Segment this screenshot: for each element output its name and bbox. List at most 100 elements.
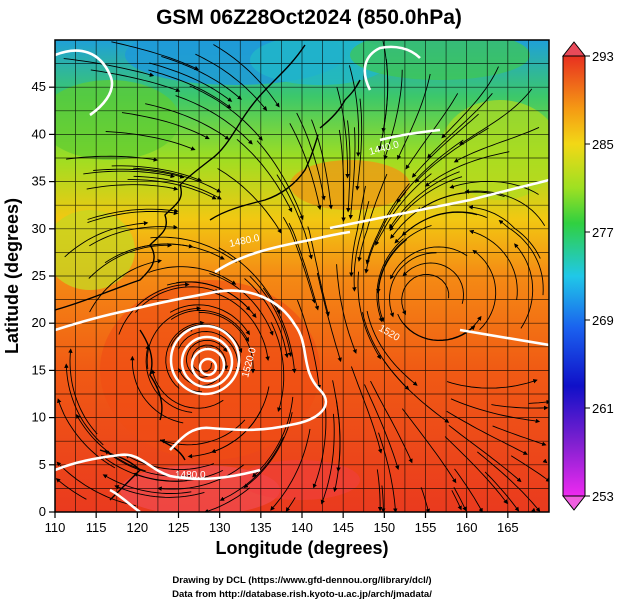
streamline [376, 225, 432, 294]
streamline [296, 299, 322, 390]
streamline [127, 179, 217, 200]
streamline [243, 412, 293, 489]
y-tick-label: 40 [32, 126, 46, 141]
streamline [444, 436, 508, 505]
streamline [86, 184, 179, 191]
streamline [420, 487, 430, 512]
colorbar-tick-label: 277 [592, 225, 614, 240]
x-tick-label: 125 [168, 520, 190, 535]
streamline [198, 312, 256, 374]
streamline [396, 139, 464, 204]
streamline [130, 355, 184, 424]
colorbar: 253 261 269 277 285 293 [561, 41, 614, 511]
streamline [498, 219, 544, 296]
streamline [104, 243, 194, 264]
streamline [282, 216, 316, 304]
x-tick-label: 165 [497, 520, 519, 535]
streamline [348, 65, 361, 157]
streamline [472, 249, 497, 331]
streamline [381, 40, 389, 133]
streamline [312, 397, 327, 489]
streamline [118, 282, 190, 335]
streamline [390, 246, 468, 280]
streamline [307, 226, 330, 317]
streamline [376, 469, 383, 512]
streamline [93, 168, 185, 179]
streamline [382, 359, 450, 423]
streamline [453, 126, 540, 163]
streamline [133, 469, 223, 482]
streamline [114, 485, 205, 498]
streamline [383, 69, 403, 160]
streamline [178, 331, 241, 372]
streamline [55, 478, 87, 500]
streamline [166, 281, 251, 311]
streamline [446, 379, 538, 389]
y-tick-label: 35 [32, 174, 46, 189]
colorbar-tick-label: 261 [592, 401, 614, 416]
streamline [149, 62, 233, 102]
lat-lon-grid [55, 40, 549, 512]
streamline [454, 468, 483, 512]
streamline [349, 185, 366, 277]
x-tick-label: 115 [86, 520, 107, 535]
streamline [165, 320, 205, 389]
y-tick-label: 30 [32, 221, 46, 236]
streamline [365, 183, 410, 265]
streamline [121, 112, 210, 140]
streamline [453, 486, 467, 512]
y-tick-label: 0 [39, 504, 46, 519]
streamline [320, 413, 335, 505]
streamline [401, 408, 457, 484]
streamline [491, 404, 549, 411]
streamline [448, 424, 522, 483]
colorbar-tick-label: 285 [592, 137, 614, 152]
streamline [484, 471, 520, 512]
streamline [68, 348, 98, 435]
streamline [402, 262, 464, 304]
streamline [389, 176, 463, 231]
streamline [56, 461, 136, 507]
colorbar-gradient [562, 55, 586, 497]
x-tick-label: 130 [209, 520, 231, 535]
streamline [477, 451, 541, 512]
streamline [296, 112, 326, 201]
streamline [270, 322, 285, 413]
streamline [350, 366, 383, 454]
streamline [63, 58, 155, 77]
streamline [364, 384, 400, 471]
streamline [90, 69, 181, 93]
streamline [252, 396, 294, 478]
streamline [336, 264, 357, 354]
streamline [394, 211, 478, 244]
streamline [57, 398, 116, 469]
streamline [346, 120, 351, 213]
streamline [89, 224, 178, 247]
streamline [377, 239, 408, 323]
streamline [175, 95, 253, 145]
streamline [150, 236, 238, 263]
streamline [357, 173, 388, 262]
streamline [218, 247, 281, 315]
streamline [125, 454, 215, 471]
streamline [376, 238, 404, 323]
streamline [213, 292, 270, 362]
streamline [370, 380, 413, 464]
streamline [364, 191, 407, 274]
streamline [203, 487, 250, 512]
x-axis-label: Longitude (degrees) [215, 538, 388, 558]
streamline [151, 369, 224, 409]
streamline [469, 229, 518, 301]
streamline [217, 168, 282, 234]
streamline [146, 306, 202, 370]
streamline [270, 428, 311, 511]
streamline [87, 208, 179, 220]
streamline [289, 123, 322, 211]
x-tick-label: 145 [332, 520, 354, 535]
streamline [492, 425, 547, 446]
streamline [459, 88, 533, 145]
streamline [145, 103, 230, 140]
x-tick-label: 160 [456, 520, 478, 535]
